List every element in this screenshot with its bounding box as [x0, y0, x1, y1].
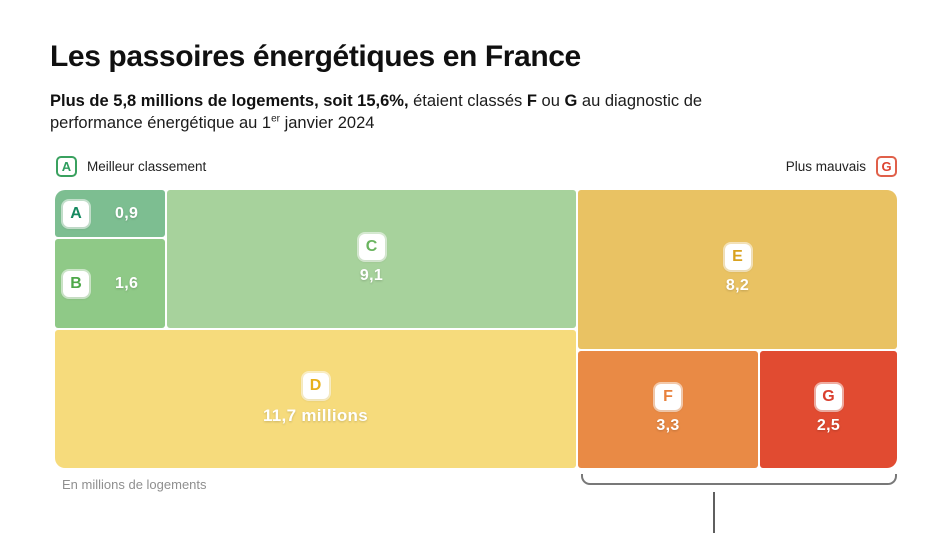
subtitle-text: ou: [536, 92, 565, 110]
class-f-value: 3,3: [656, 417, 680, 434]
subtitle-bold-g: G: [564, 92, 578, 110]
class-g-value: 2,5: [816, 417, 841, 434]
legend-best: A Meilleur classement: [56, 156, 206, 177]
class-c-value: 9,1: [359, 266, 384, 284]
legend-worst: Plus mauvais G: [786, 156, 897, 177]
class-e-value: 8,2: [725, 277, 750, 294]
fg-group-bracket: [581, 474, 897, 485]
treemap-block-f: F 3,3: [578, 351, 758, 468]
class-d-badge: D: [302, 372, 329, 399]
class-e-badge: E: [724, 244, 751, 270]
fg-callout-line: [713, 492, 715, 533]
subtitle: Plus de 5,8 millions de logements, soit …: [50, 90, 790, 134]
treemap-block-d: D 11,7 millions: [55, 330, 576, 468]
subtitle-text: étaient classés: [408, 92, 527, 110]
class-g-legend-badge: G: [876, 156, 897, 177]
class-b-value: 1,6: [115, 274, 139, 292]
class-g-badge: G: [815, 384, 842, 410]
class-c-badge: C: [358, 233, 385, 260]
class-b-badge: B: [63, 270, 89, 297]
legend-best-label: Meilleur classement: [87, 159, 207, 174]
subtitle-superscript: er: [271, 113, 280, 125]
subtitle-text: au diagnostic de performance énergétique…: [50, 92, 703, 133]
subtitle-bold-stat: Plus de 5,8 millions de logements, soit …: [50, 92, 409, 110]
subtitle-bold-f: F: [526, 92, 537, 110]
treemap-block-c: C 9,1: [167, 190, 576, 328]
class-f-badge: F: [655, 384, 681, 410]
class-a-badge: A: [63, 200, 89, 227]
page-title: Les passoires énergétiques en France: [50, 40, 581, 73]
treemap-block-b: B 1,6: [55, 239, 165, 328]
class-a-value: 0,9: [115, 204, 139, 222]
subtitle-text: janvier 2024: [279, 114, 375, 133]
class-a-legend-badge: A: [56, 156, 77, 177]
legend-worst-label: Plus mauvais: [785, 159, 866, 174]
unit-footnote: En millions de logements: [62, 477, 207, 492]
treemap-block-e: E 8,2: [578, 190, 897, 349]
treemap-block-a: A 0,9: [55, 190, 165, 237]
class-d-value: 11,7 millions: [262, 405, 368, 425]
treemap-block-g: G 2,5: [760, 351, 897, 468]
